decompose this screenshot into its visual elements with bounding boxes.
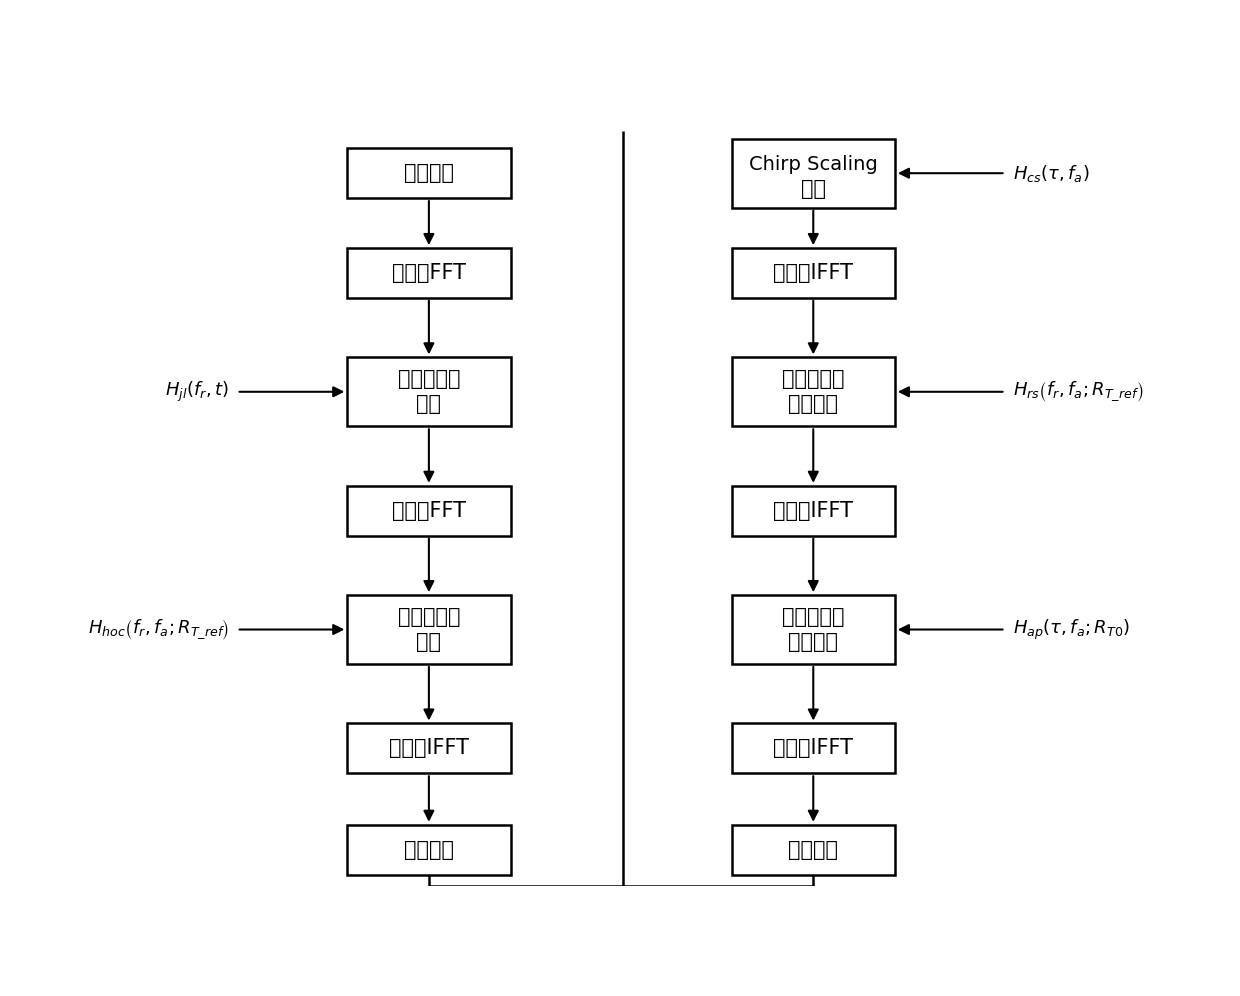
Bar	[732, 248, 895, 298]
Text: $H_{rs}\left(f_r,f_a;R_{T\_ref}\right)$: $H_{rs}\left(f_r,f_a;R_{T\_ref}\right)$	[1013, 379, 1143, 404]
Bar	[347, 358, 511, 426]
Text: 回波信号: 回波信号	[404, 163, 454, 183]
Text: 方位向IFFT: 方位向IFFT	[774, 738, 853, 758]
Bar	[732, 595, 895, 664]
Text: 距离向IFFT: 距离向IFFT	[774, 263, 853, 283]
Text: 处理: 处理	[801, 178, 826, 198]
Text: Chirp Scaling: Chirp Scaling	[749, 154, 878, 173]
Bar	[732, 358, 895, 426]
Text: 距离向IFFT: 距离向IFFT	[774, 501, 853, 521]
Text: $H_{cs}(\tau,f_a)$: $H_{cs}(\tau,f_a)$	[1013, 162, 1090, 183]
Text: $H_{hoc}\left(f_r,f_a;R_{T\_ref}\right)$: $H_{hoc}\left(f_r,f_a;R_{T\_ref}\right)$	[88, 618, 229, 641]
Text: $H_{jl}(f_r,t)$: $H_{jl}(f_r,t)$	[165, 379, 229, 403]
Text: $H_{ap}\left(\tau,f_a;R_{T0}\right)$: $H_{ap}\left(\tau,f_a;R_{T0}\right)$	[1013, 618, 1131, 641]
Bar	[347, 148, 511, 198]
Bar	[347, 595, 511, 664]
Bar	[347, 825, 511, 874]
Bar	[347, 248, 511, 298]
Bar	[732, 138, 895, 208]
Bar	[732, 825, 895, 874]
Text: 方位向FFT: 方位向FFT	[392, 501, 466, 521]
Bar	[732, 486, 895, 536]
Text: 距离压缩与
徒动校正: 距离压缩与 徒动校正	[782, 370, 844, 414]
Text: 距离向IFFT: 距离向IFFT	[389, 738, 469, 758]
Text: 方位压缩与
相位校正: 方位压缩与 相位校正	[782, 608, 844, 652]
Bar	[732, 723, 895, 773]
Text: 接收机固定
等效: 接收机固定 等效	[398, 370, 460, 414]
Text: 坐标映射: 坐标映射	[404, 840, 454, 860]
Text: 高阶耦合项
补偿: 高阶耦合项 补偿	[398, 608, 460, 652]
Bar	[347, 486, 511, 536]
Bar	[347, 723, 511, 773]
Text: 成像结果: 成像结果	[789, 840, 838, 860]
Text: 距离向FFT: 距离向FFT	[392, 263, 466, 283]
